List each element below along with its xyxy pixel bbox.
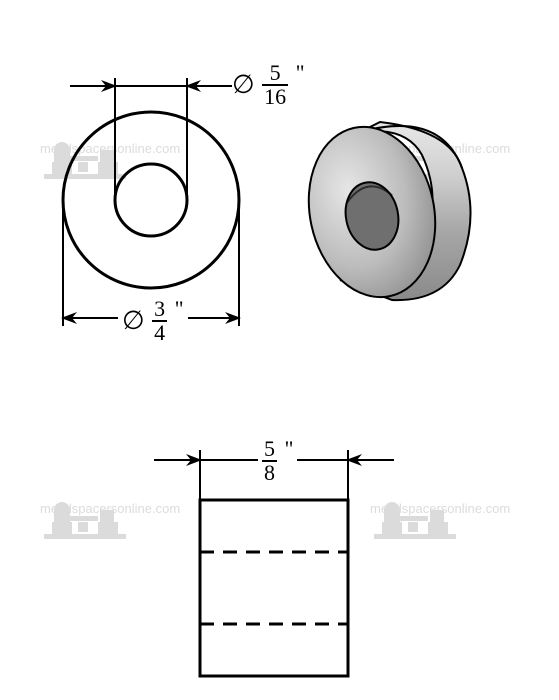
length-label: 5 8 " — [258, 438, 297, 484]
inner-diameter-dimension — [70, 78, 232, 200]
inner-circle — [115, 164, 187, 236]
diameter-symbol: ∅ — [122, 308, 145, 334]
inch-mark: " — [175, 298, 184, 320]
outer-circle — [63, 112, 239, 288]
inch-mark: " — [285, 438, 294, 460]
inner-diameter-label: ∅ 5 16 " — [232, 62, 305, 108]
isometric-view — [293, 115, 470, 309]
outer-diameter-label: ∅ 3 4 " — [118, 298, 188, 344]
diameter-symbol: ∅ — [232, 72, 255, 98]
side-outline — [200, 500, 348, 676]
inch-mark: " — [296, 62, 305, 84]
front-view — [63, 78, 239, 326]
drawing-canvas: metalspacersonline.com metalspacersonlin… — [0, 0, 559, 700]
